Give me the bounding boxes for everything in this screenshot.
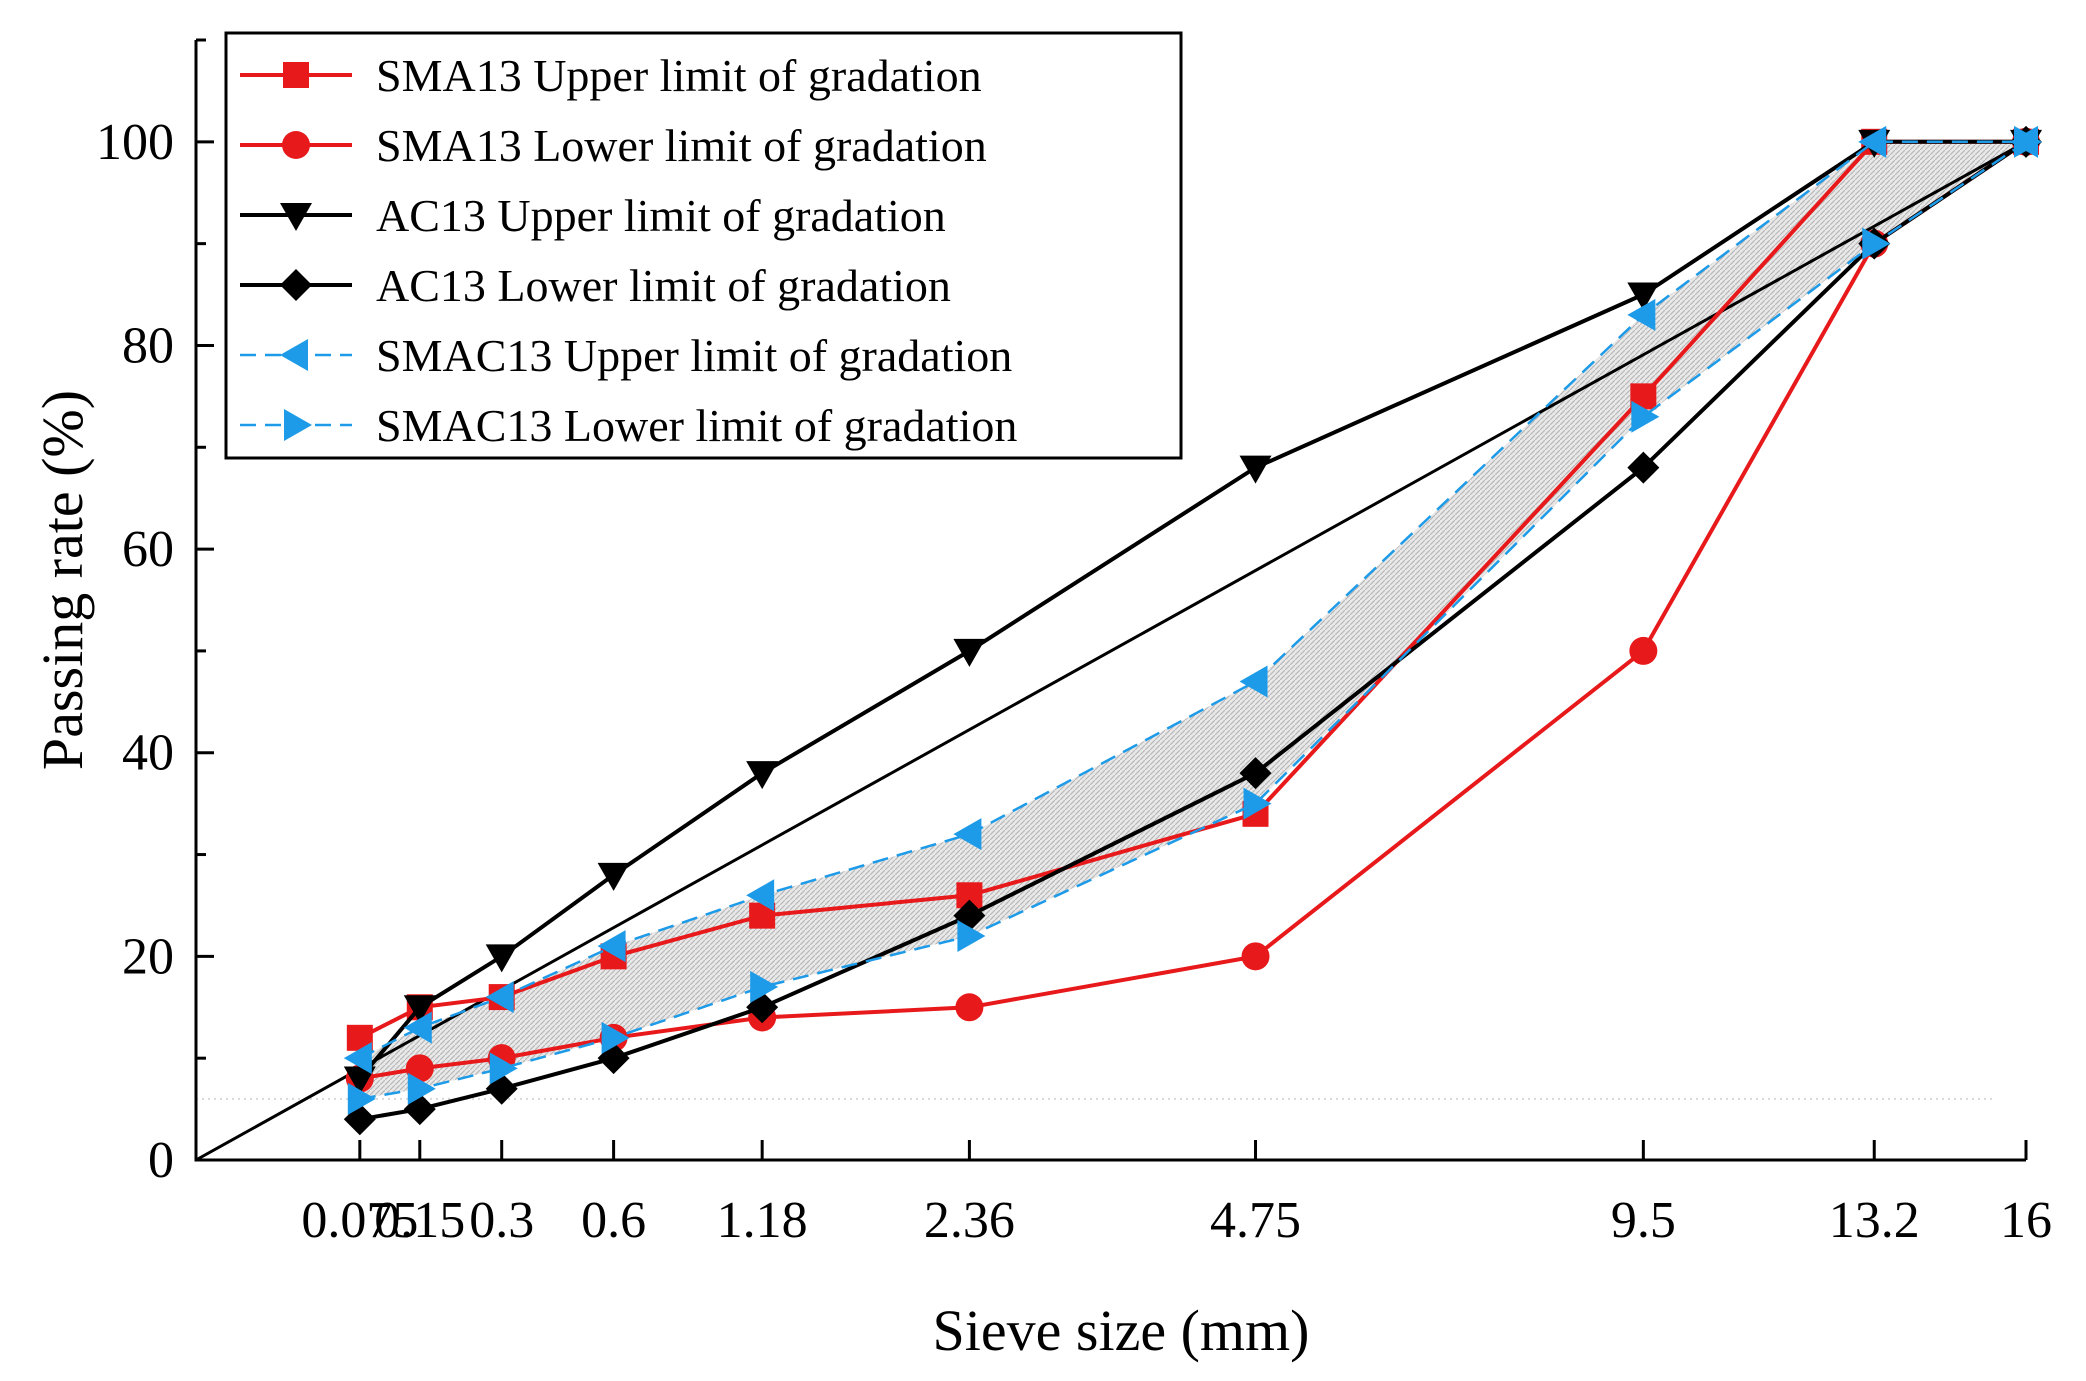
data-point (405, 1054, 434, 1083)
smac13-band-fill (359, 141, 2026, 1099)
data-point (1627, 282, 1660, 311)
data-point (407, 1072, 436, 1105)
x-tick-label: 0.3 (469, 1192, 534, 1249)
data-point (485, 944, 518, 973)
legend-marker (280, 269, 312, 301)
legend: SMA13 Upper limit of gradation SMA13 Lowe… (224, 31, 1183, 460)
data-point (750, 970, 779, 1003)
data-point (485, 981, 514, 1014)
y-tick-label: 80 (122, 317, 174, 374)
series-line (359, 140, 2028, 1081)
series-line (359, 140, 2026, 1060)
data-point (1627, 298, 1656, 331)
data-point (1627, 451, 1660, 484)
x-tick-label: 2.36 (924, 1192, 1015, 1249)
y-axis-title: Passing rate (%) (30, 390, 95, 770)
series-layer (343, 125, 2042, 1136)
y-tick-label: 20 (122, 928, 174, 985)
data-point (1239, 665, 1268, 698)
data-point (1631, 400, 1660, 433)
data-point (746, 879, 775, 912)
legend-entry: AC13 Upper limit of gradation (240, 190, 946, 241)
legend-marker (280, 203, 312, 231)
x-tick-label: 13.2 (1829, 1192, 1920, 1249)
legend-marker (280, 339, 308, 371)
y-tick-label: 60 (122, 521, 174, 578)
data-point (403, 1011, 432, 1044)
x-tick-label: 16 (2000, 1192, 2052, 1249)
x-tick-label: 0.075 (301, 1192, 418, 1249)
data-point (489, 1052, 518, 1085)
data-point (597, 930, 626, 963)
data-point (2014, 125, 2042, 158)
series-line (359, 140, 2027, 1101)
x-axis-title: Sieve size (mm) (933, 1298, 1310, 1363)
data-point (597, 862, 630, 891)
legend-marker (282, 131, 310, 159)
y-tick-label: 100 (96, 114, 174, 171)
series-line (358, 139, 2026, 1080)
legend-box (224, 31, 1183, 460)
legend-entry: AC13 Lower limit of gradation (240, 260, 951, 311)
legend-label: SMA13 Upper limit of gradation (376, 50, 982, 101)
data-point (1858, 125, 1887, 158)
data-point (601, 1021, 630, 1054)
legend-entry: SMAC13 Lower limit of gradation (240, 400, 1017, 451)
data-point (953, 638, 986, 667)
data-point (1243, 787, 1272, 820)
legend-label: SMA13 Lower limit of gradation (376, 120, 987, 171)
data-point (955, 993, 984, 1022)
x-tick-label: 0.15 (374, 1192, 465, 1249)
data-point (1862, 227, 1891, 260)
data-point (1239, 757, 1272, 790)
data-point (1241, 942, 1270, 971)
data-point (403, 995, 436, 1024)
legend-entry: SMAC13 Upper limit of gradation (240, 330, 1012, 381)
x-tick-label: 0.6 (581, 1192, 646, 1249)
legend-label: AC13 Lower limit of gradation (376, 260, 951, 311)
x-tick-label: 1.18 (717, 1192, 808, 1249)
x-tick-label: 9.5 (1611, 1192, 1676, 1249)
y-tick-label: 0 (148, 1132, 174, 1189)
series-line (358, 139, 2026, 1040)
y-tick-label: 40 (122, 725, 174, 782)
series-6 (347, 125, 2042, 1115)
data-point (1239, 455, 1272, 484)
data-point (343, 1042, 372, 1075)
legend-marker (284, 409, 312, 441)
x-tick-label: 4.75 (1210, 1192, 1301, 1249)
data-point (957, 920, 986, 952)
data-point (343, 1066, 376, 1095)
data-point (953, 818, 982, 851)
data-point (746, 761, 779, 790)
data-point (1629, 636, 1658, 665)
legend-label: AC13 Upper limit of gradation (376, 190, 946, 241)
data-point (347, 1082, 376, 1115)
legend-entry: SMA13 Lower limit of gradation (240, 120, 987, 171)
legend-label: SMAC13 Upper limit of gradation (376, 330, 1012, 381)
legend-marker (283, 62, 309, 88)
legend-entry: SMA13 Upper limit of gradation (240, 50, 982, 101)
legend-label: SMAC13 Lower limit of gradation (376, 400, 1017, 451)
